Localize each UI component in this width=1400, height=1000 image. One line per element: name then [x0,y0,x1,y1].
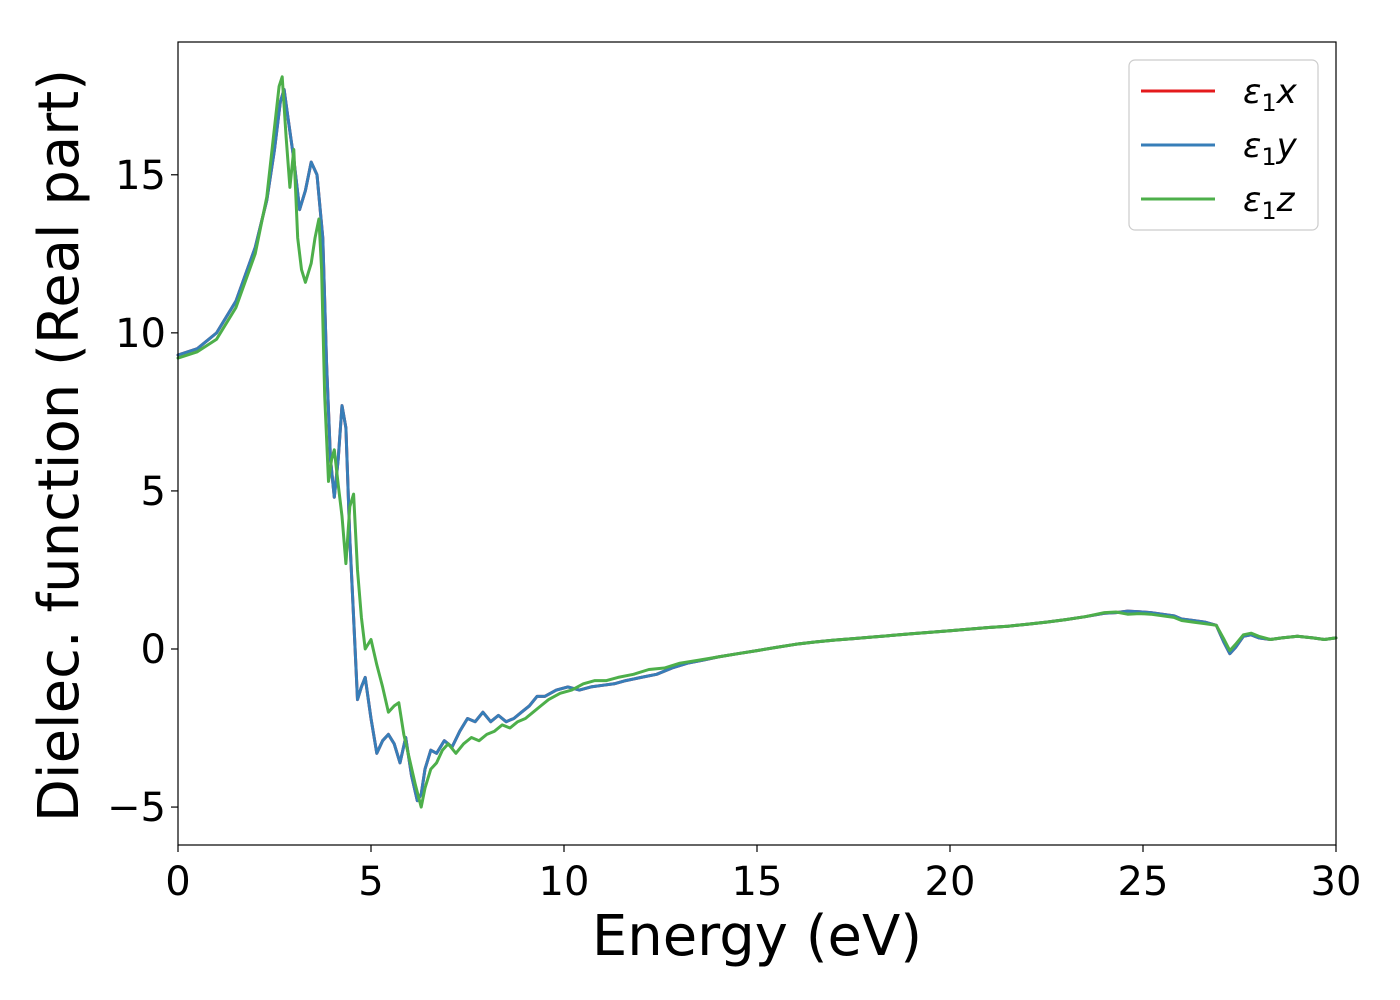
legend-symbol: ε [1243,180,1261,220]
x-tick-label: 10 [539,859,590,905]
y-tick-label: 10 [115,311,166,357]
x-axis-title: Energy (eV) [592,904,922,969]
legend-axis: x [1276,72,1298,112]
legend-axis: y [1276,126,1298,166]
legend-label-z: ε1z [1243,180,1296,225]
legend-subscript: 1 [1261,143,1276,171]
legend-subscript: 1 [1261,197,1276,225]
legend-symbol: ε [1243,72,1261,112]
legend-label-y: ε1y [1243,126,1298,171]
y-tick-label: 0 [141,627,166,673]
legend-label-x: ε1x [1243,72,1298,117]
series-layer [176,75,1338,809]
x-tick-label: 5 [358,859,383,905]
series-line-z [176,75,1338,809]
x-tick-label: 20 [925,859,976,905]
y-tick-label: −5 [107,785,166,831]
y-tick-label: 15 [115,153,166,199]
x-tick-label: 0 [165,859,190,905]
y-axis-title: Dielec. function (Real part) [27,69,92,822]
legend-subscript: 1 [1261,89,1276,117]
legend-symbol: ε [1243,126,1261,166]
y-axis-ticks: −5 0 5 10 15 [107,153,178,831]
x-tick-label: 25 [1118,859,1169,905]
legend-axis: z [1276,180,1296,220]
y-tick-label: 5 [141,469,166,515]
x-tick-label: 30 [1311,859,1362,905]
legend-box [1128,59,1319,231]
x-axis-ticks: 0 5 10 15 20 25 30 [165,845,1361,905]
x-tick-label: 15 [732,859,783,905]
series-line-y [176,87,1338,803]
